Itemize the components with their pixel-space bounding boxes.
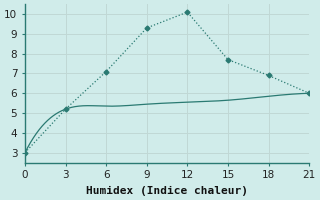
X-axis label: Humidex (Indice chaleur): Humidex (Indice chaleur) [86, 186, 248, 196]
